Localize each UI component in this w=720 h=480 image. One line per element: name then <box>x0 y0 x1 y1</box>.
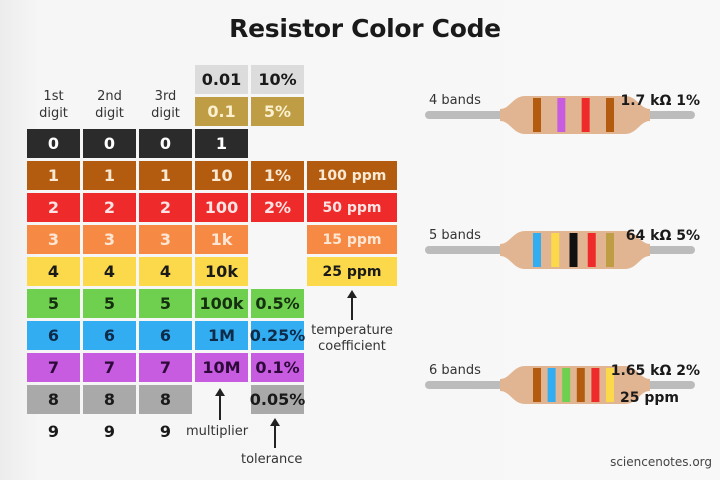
multiplier-cell: 100 <box>195 193 248 222</box>
digit-cell: 5 <box>27 289 80 318</box>
multiplier-cell-gold: 0.1 <box>195 97 248 126</box>
header-1st-digit: 1st digit <box>27 88 80 122</box>
credit: sciencenotes.org <box>610 455 712 469</box>
tempco-cell: 100 ppm <box>307 161 397 190</box>
tempco-arrow-icon <box>347 290 357 320</box>
digit-cell: 5 <box>83 289 136 318</box>
multiplier-cell: 10 <box>195 161 248 190</box>
digit-cell: 3 <box>83 225 136 254</box>
digit-cell: 4 <box>83 257 136 286</box>
digit-cell: 7 <box>139 353 192 382</box>
header-3rd-digit: 3rd digit <box>139 88 192 122</box>
tolerance-label: tolerance <box>241 452 303 467</box>
header-text: 2nd <box>97 89 122 104</box>
tempco-cell: 50 ppm <box>307 193 397 222</box>
band-count-label: 4 bands <box>429 93 481 108</box>
digit-cell: 3 <box>27 225 80 254</box>
tolerance-cell: 2% <box>251 193 304 222</box>
digit-cell: 6 <box>27 321 80 350</box>
resistor-icon <box>425 366 695 404</box>
digit-cell: 9 <box>47 422 60 441</box>
band-count-label: 6 bands <box>429 363 481 378</box>
resistance-value: 1.65 kΩ 2% <box>610 363 700 379</box>
tolerance-cell: 0.5% <box>251 289 304 318</box>
digit-cell: 7 <box>83 353 136 382</box>
digit-cell: 9 <box>103 422 116 441</box>
digit-cell: 6 <box>83 321 136 350</box>
header-text: 1st <box>43 89 64 104</box>
header-text: 3rd <box>154 89 177 104</box>
multiplier-cell-silver: 0.01 <box>195 65 248 94</box>
digit-cell: 0 <box>83 129 136 158</box>
tempco-cell: 25 ppm <box>307 257 397 286</box>
header-text: digit <box>95 106 124 121</box>
digit-cell: 4 <box>27 257 80 286</box>
digit-cell: 1 <box>83 161 136 190</box>
multiplier-cell: 10k <box>195 257 248 286</box>
digit-cell: 8 <box>27 385 80 414</box>
tolerance-cell-gold: 5% <box>251 97 304 126</box>
digit-cell: 7 <box>27 353 80 382</box>
digit-cell: 8 <box>139 385 192 414</box>
band-count-label: 5 bands <box>429 228 481 243</box>
digit-cell: 4 <box>139 257 192 286</box>
digit-cell: 8 <box>83 385 136 414</box>
resistor-icon <box>425 231 695 269</box>
header-text: digit <box>39 106 68 121</box>
tempco-cell: 15 ppm <box>307 225 397 254</box>
multiplier-cell: 1M <box>195 321 248 350</box>
tolerance-cell-silver: 10% <box>251 65 304 94</box>
digit-cell: 6 <box>139 321 192 350</box>
digit-cell: 2 <box>83 193 136 222</box>
multiplier-arrow-icon <box>215 388 225 420</box>
digit-cell: 5 <box>139 289 192 318</box>
digit-cell: 1 <box>27 161 80 190</box>
digit-cell: 3 <box>139 225 192 254</box>
multiplier-cell: 10M <box>195 353 248 382</box>
header-text: digit <box>151 106 180 121</box>
tempco-label-line: coefficient <box>318 339 386 354</box>
header-2nd-digit: 2nd digit <box>83 88 136 122</box>
tolerance-cell: 0.1% <box>251 353 304 382</box>
digit-cell: 0 <box>139 129 192 158</box>
tolerance-cell: 0.25% <box>250 321 305 350</box>
tolerance-cell: 0.05% <box>250 385 305 414</box>
digit-cell: 1 <box>139 161 192 190</box>
tempco-label-line: temperature <box>311 323 393 338</box>
resistance-value: 1.7 kΩ 1% <box>620 93 700 109</box>
digit-cell: 9 <box>159 422 172 441</box>
resistance-value: 64 kΩ 5% <box>625 228 700 244</box>
tolerance-arrow-icon <box>270 418 280 448</box>
multiplier-cell: 1k <box>195 225 248 254</box>
multiplier-label: multiplier <box>186 424 249 439</box>
tempco-label: temperature coefficient <box>308 323 396 355</box>
digit-cell: 0 <box>27 129 80 158</box>
digit-cell: 2 <box>139 193 192 222</box>
tempco-value: 25 ppm <box>620 390 679 406</box>
multiplier-cell: 1 <box>195 129 248 158</box>
tolerance-cell: 1% <box>251 161 304 190</box>
digit-cell: 2 <box>27 193 80 222</box>
page-title: Resistor Color Code <box>229 14 501 43</box>
multiplier-cell: 100k <box>195 289 248 318</box>
resistor-icon <box>425 96 695 134</box>
